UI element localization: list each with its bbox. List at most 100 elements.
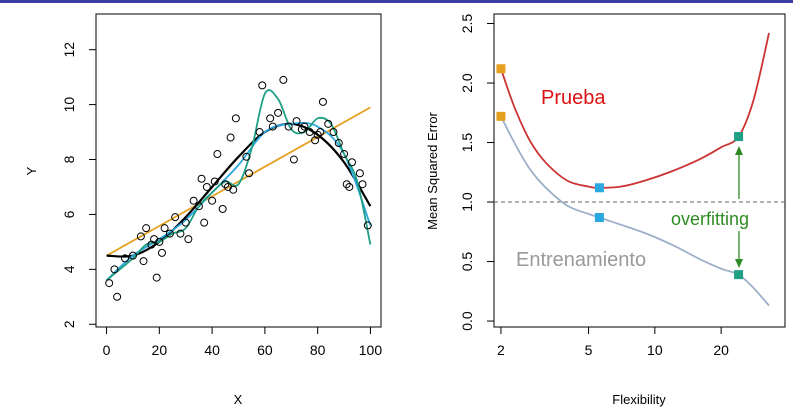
scatter-point <box>160 224 169 233</box>
right-x-tick-label: 10 <box>647 342 663 358</box>
scatter-point <box>258 81 267 90</box>
right-x-axis: 2 5 10 20 <box>497 326 729 358</box>
right-y-axis: 0.0 0.5 1.0 1.5 2.0 2.5 <box>459 14 495 331</box>
scatter-point <box>229 185 238 194</box>
left-y-axis: 2 4 6 8 10 12 <box>61 42 97 328</box>
right-y-tick-label: 0.5 <box>459 252 475 272</box>
left-series-line <box>106 122 372 258</box>
scatter-point <box>142 224 151 233</box>
slide-top-bar <box>0 0 793 3</box>
scatter-point <box>245 169 254 178</box>
scatter-point <box>157 248 166 257</box>
right-y-tick-label: 1.5 <box>459 133 475 153</box>
scatter-point <box>355 169 364 178</box>
left-x-tick-label: 40 <box>204 342 220 358</box>
right-y-tick-label: 1.0 <box>459 192 475 212</box>
scatter-point <box>231 114 240 123</box>
scatter-point <box>113 292 122 301</box>
scatter-point <box>128 251 137 260</box>
scatter-point <box>176 229 185 238</box>
scatter-point <box>266 114 275 123</box>
scatter-point <box>171 213 180 222</box>
left-x-tick-label: 20 <box>152 342 168 358</box>
scatter-point <box>152 273 161 282</box>
scatter-point <box>345 182 354 191</box>
left-y-tick-label: 6 <box>61 210 77 218</box>
left-x-tick-label: 0 <box>103 342 111 358</box>
scatter-point <box>226 133 235 142</box>
scatter-point <box>155 237 164 246</box>
scatter-point <box>347 158 356 167</box>
scatter-point <box>194 202 203 211</box>
right-panel: 2 5 10 20 0.0 0.5 1.0 1.5 2.0 2.5 Prueba overfit… <box>425 13 786 407</box>
scatter-point <box>268 122 277 131</box>
left-panel: 0 20 40 60 80 100 2 4 6 8 10 12 X Y <box>24 13 383 407</box>
left-y-tick-label: 4 <box>61 265 77 273</box>
scatter-point <box>363 221 372 230</box>
right-x-tick-label: 2 <box>497 342 505 358</box>
scatter-point <box>200 218 209 227</box>
scatter-point <box>334 139 343 148</box>
left-series-line <box>106 89 372 281</box>
overfitting-arrowhead-up <box>735 146 743 155</box>
right-y-tick-label: 0.0 <box>459 311 475 331</box>
left-y-tick-label: 8 <box>61 155 77 163</box>
scatter-point <box>139 257 148 266</box>
scatter-point <box>292 117 301 126</box>
scatter-point <box>358 180 367 189</box>
scatter-point <box>255 128 264 137</box>
scatter-point <box>318 97 327 106</box>
scatter-point <box>340 150 349 159</box>
right-y-tick-label: 2.0 <box>459 73 475 93</box>
scatter-point <box>313 130 322 139</box>
error-marker <box>594 213 604 223</box>
error-marker <box>734 132 744 142</box>
scatter-point <box>274 108 283 117</box>
left-x-tick-label: 80 <box>310 342 326 358</box>
error-marker <box>594 183 604 193</box>
right-plot-frame <box>493 13 786 328</box>
scatter-point <box>316 128 325 137</box>
scatter-point <box>218 204 227 213</box>
right-x-tick-label: 5 <box>585 342 593 358</box>
scatter-point <box>105 279 114 288</box>
error-marker <box>496 111 506 121</box>
overfitting-arrowhead-down <box>735 259 743 268</box>
scatter-point <box>184 235 193 244</box>
scatter-point <box>181 218 190 227</box>
left-fit-lines <box>105 89 372 281</box>
left-series-line <box>106 106 371 257</box>
error-marker <box>496 64 506 74</box>
left-plot-frame <box>95 13 382 328</box>
scatter-point <box>110 265 119 274</box>
scatter-point <box>242 152 251 161</box>
scatter-point <box>297 125 306 134</box>
scatter-point <box>289 155 298 164</box>
right-series-line <box>500 32 770 189</box>
scatter-point <box>342 180 351 189</box>
prueba-label: Prueba <box>541 87 606 109</box>
left-y-tick-label: 12 <box>61 42 77 58</box>
scatter-point <box>208 196 217 205</box>
overfitting-arrows <box>735 146 743 268</box>
right-y-tick-label: 2.5 <box>459 14 475 34</box>
scatter-point <box>279 75 288 84</box>
scatter-point <box>284 122 293 131</box>
scatter-point <box>189 196 198 205</box>
left-x-axis: 0 20 40 60 80 100 <box>103 326 383 358</box>
scatter-point <box>121 254 130 263</box>
scatter-point <box>324 119 333 128</box>
overfitting-label: overfitting <box>671 209 749 229</box>
right-series-line <box>500 115 770 307</box>
scatter-point <box>300 122 309 131</box>
entrenamiento-label: Entrenamiento <box>516 249 646 271</box>
scatter-point <box>213 150 222 159</box>
left-y-label: Y <box>24 166 39 175</box>
scatter-point <box>165 229 174 238</box>
left-x-label: X <box>234 392 243 407</box>
scatter-point <box>210 177 219 186</box>
scatter-point <box>202 182 211 191</box>
scatter-point <box>136 232 145 241</box>
left-x-tick-label: 100 <box>359 342 383 358</box>
right-x-tick-label: 20 <box>713 342 729 358</box>
